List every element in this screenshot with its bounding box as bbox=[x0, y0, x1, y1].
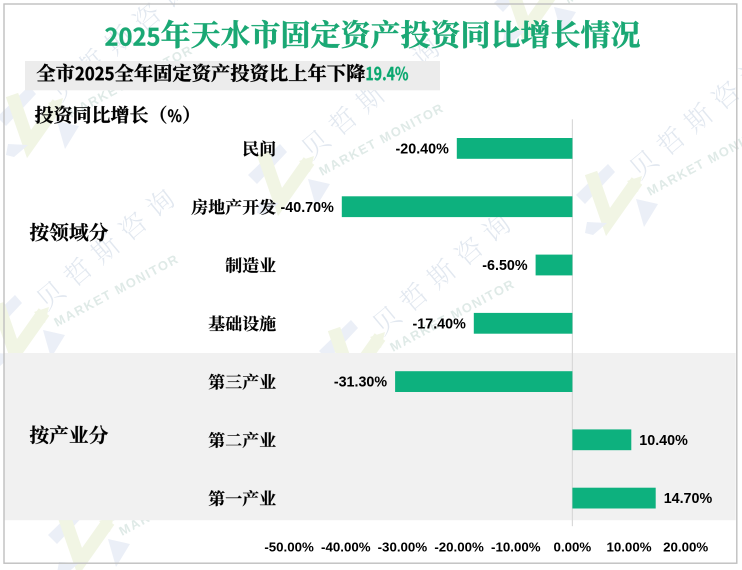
svg-text:-31.30%: -31.30% bbox=[334, 375, 388, 391]
svg-text:-40.70%: -40.70% bbox=[281, 200, 335, 216]
svg-text:-50.00%: -50.00% bbox=[264, 539, 314, 554]
svg-text:-30.00%: -30.00% bbox=[378, 539, 428, 554]
svg-text:0.00%: 0.00% bbox=[554, 539, 592, 554]
svg-text:-6.50%: -6.50% bbox=[482, 258, 528, 274]
svg-text:MARKET MONITOR: MARKET MONITOR bbox=[644, 120, 742, 199]
svg-text:-10.00%: -10.00% bbox=[491, 539, 541, 554]
svg-text:-40.00%: -40.00% bbox=[321, 539, 371, 554]
svg-text:10.00%: 10.00% bbox=[606, 539, 651, 554]
svg-text:10.40%: 10.40% bbox=[639, 433, 688, 449]
svg-text:-20.00%: -20.00% bbox=[434, 539, 484, 554]
svg-text:20.00%: 20.00% bbox=[663, 539, 708, 554]
svg-text:-20.40%: -20.40% bbox=[396, 142, 450, 158]
svg-text:MARKET MONITOR: MARKET MONITOR bbox=[51, 251, 181, 330]
svg-text:MARKET MONITOR: MARKET MONITOR bbox=[316, 100, 446, 179]
svg-text:14.70%: 14.70% bbox=[664, 491, 713, 507]
svg-text:-17.40%: -17.40% bbox=[413, 316, 467, 332]
